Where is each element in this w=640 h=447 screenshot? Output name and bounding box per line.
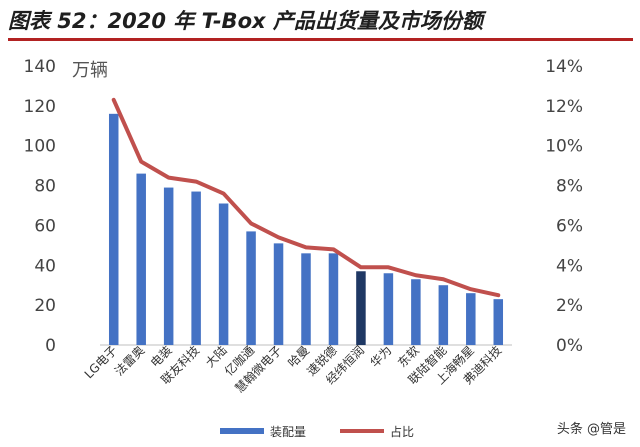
left-axis-tick-label: 100 [24, 137, 56, 157]
left-axis-tick-label: 20 [34, 296, 56, 316]
share-point-联陆智能 [441, 277, 445, 281]
right-axis-tick-label: 14% [545, 57, 583, 77]
legend-line-label: 占比 [390, 424, 414, 439]
figure-title-bar: 图表 52：2020 年 T-Box 产品出货量及市场份额 [0, 0, 640, 44]
title-underline [8, 38, 633, 41]
bar-LG电子 [108, 113, 119, 345]
left-axis-tick-label: 120 [24, 97, 56, 117]
right-axis-tick-label: 8% [556, 177, 583, 197]
figure-title: 图表 52：2020 年 T-Box 产品出货量及市场份额 [8, 9, 483, 33]
category-label: 华为 [368, 343, 395, 370]
right-axis-tick-label: 6% [556, 216, 583, 236]
share-point-东软 [414, 273, 418, 277]
share-point-亿咖通 [249, 221, 253, 225]
unit-label: 万辆 [72, 60, 108, 81]
bar-法雷奥 [136, 173, 146, 345]
left-axis-tick-label: 80 [34, 177, 56, 197]
share-point-电装 [167, 176, 171, 180]
right-axis-tick-label: 2% [556, 296, 583, 316]
right-axis-tick-label: 4% [556, 256, 583, 276]
bar-经纬恒润 [356, 271, 366, 345]
left-axis-tick-label: 140 [24, 57, 56, 77]
share-point-上海畅星 [469, 287, 473, 291]
bar-联陆智能 [438, 285, 449, 345]
bar-上海畅星 [466, 293, 476, 345]
share-point-大陆 [222, 192, 226, 196]
bar-大陆 [218, 203, 229, 345]
legend-bar-swatch [220, 428, 264, 434]
share-point-速锐德 [331, 247, 335, 251]
share-point-法雷奥 [139, 160, 143, 164]
left-axis-tick-label: 0 [45, 336, 56, 356]
bar-华为 [383, 273, 394, 345]
bar-慧翰微电子 [273, 243, 284, 345]
category-label: LG电子 [82, 343, 120, 381]
left-axis-tick-label: 40 [34, 256, 56, 276]
share-point-经纬恒润 [359, 265, 363, 269]
bar-弗迪科技 [493, 299, 504, 345]
right-axis-tick-label: 12% [545, 97, 583, 117]
share-point-哈曼 [304, 245, 308, 249]
bar-东软 [411, 279, 421, 345]
watermark-text: 头条 @管是 [556, 422, 626, 437]
category-label: 法雷奥 [112, 343, 147, 378]
share-point-慧翰微电子 [277, 235, 281, 239]
share-point-联友科技 [194, 180, 198, 184]
bar-速锐德 [328, 253, 339, 345]
bar-电装 [163, 187, 174, 345]
right-axis-tick-label: 10% [545, 137, 583, 157]
bar-哈曼 [301, 253, 311, 345]
bar-亿咖通 [246, 231, 256, 345]
share-point-LG电子 [112, 98, 116, 102]
share-point-华为 [386, 265, 390, 269]
bar-联友科技 [191, 191, 201, 345]
left-axis-tick-label: 60 [34, 216, 56, 236]
legend-bar-label: 装配量 [270, 425, 306, 439]
share-point-弗迪科技 [496, 293, 500, 297]
tbox-shipments-chart: 0 20 40 60 80 100 120 140 0% 2% 4% 6% 8% 10% 12% 14% 万辆 L… [24, 57, 583, 439]
right-axis-tick-label: 0% [556, 336, 583, 356]
